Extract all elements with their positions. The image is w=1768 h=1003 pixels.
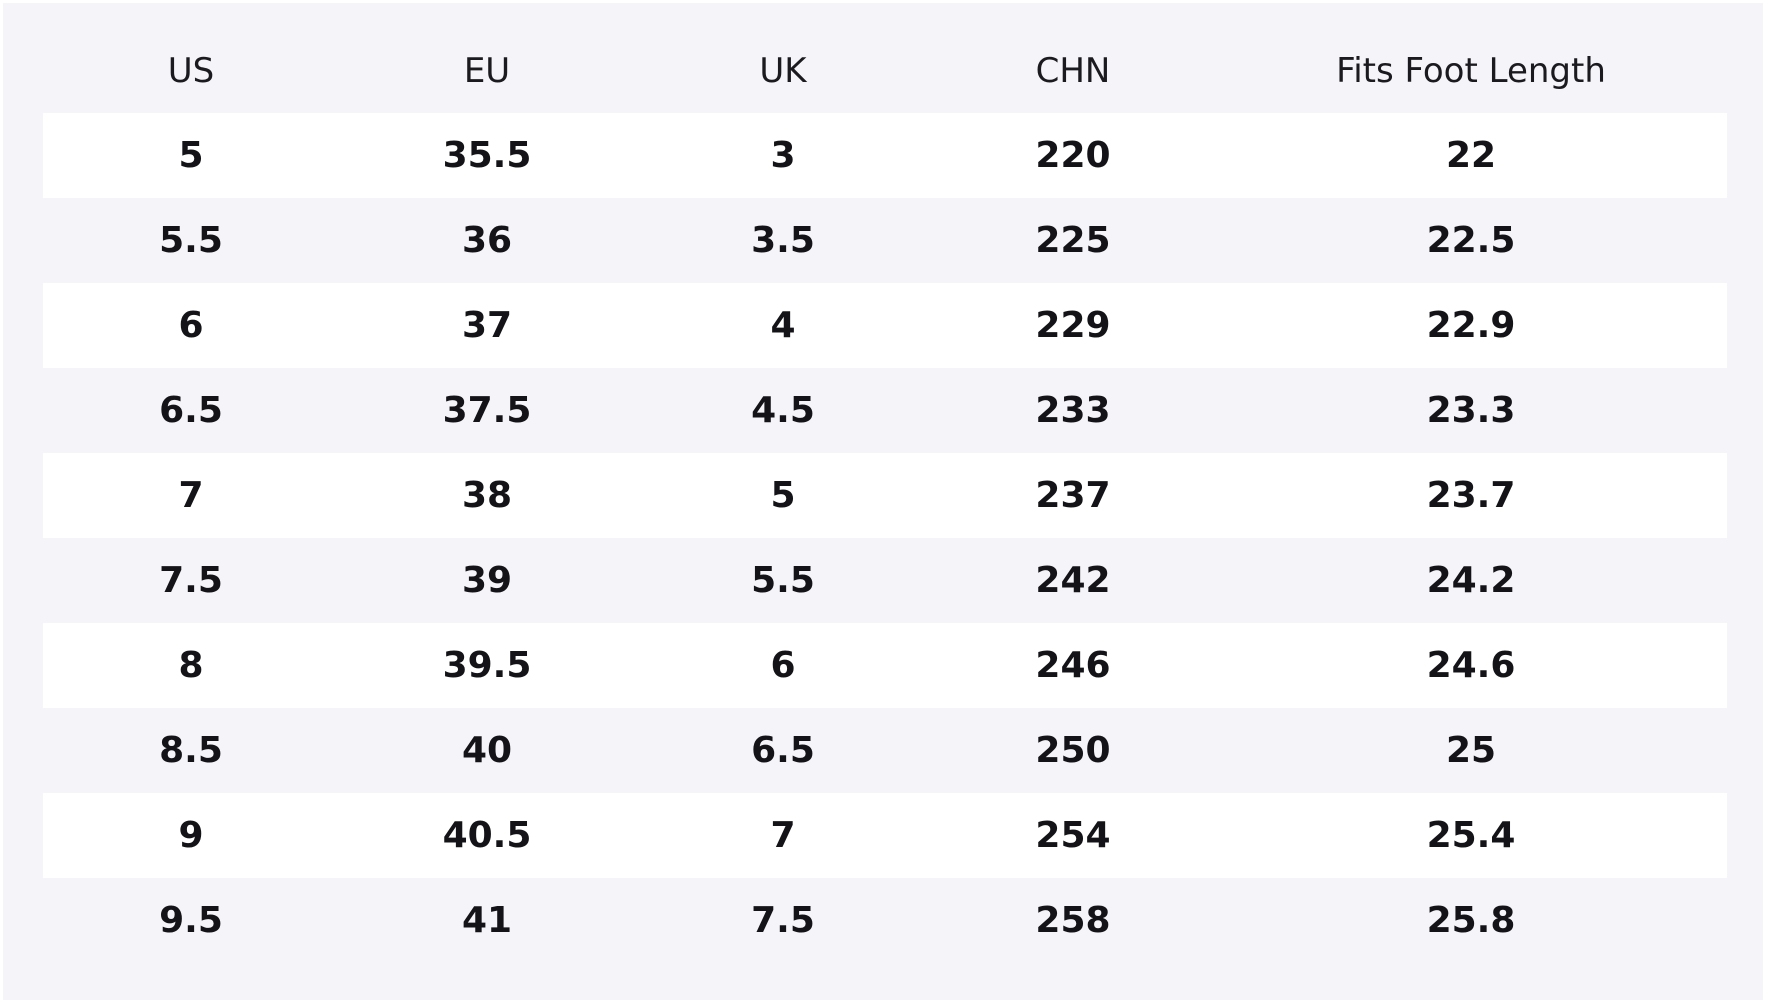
cell-us: 6 xyxy=(43,283,339,368)
header-us: US xyxy=(167,50,215,91)
cell-eu: 37.5 xyxy=(442,390,532,431)
size-chart-table: US EU UK CHN Fits Foot Length 5 35.5 3 220 2… xyxy=(43,28,1727,963)
table-row: 6 37 4 229 22.9 xyxy=(43,283,1727,368)
cell-uk: 5 xyxy=(635,453,931,538)
cell-us: 5.5 xyxy=(159,220,223,261)
cell-foot-length: 23.7 xyxy=(1215,453,1727,538)
table-row: 5.5 36 3.5 225 22.5 xyxy=(43,198,1727,283)
header-foot-length: Fits Foot Length xyxy=(1336,50,1606,91)
cell-eu: 40.5 xyxy=(339,793,635,878)
cell-foot-length: 25.8 xyxy=(1426,900,1516,941)
cell-chn: 225 xyxy=(1035,220,1111,261)
cell-us: 8.5 xyxy=(159,730,223,771)
cell-foot-length: 24.6 xyxy=(1215,623,1727,708)
cell-uk: 3.5 xyxy=(751,220,815,261)
cell-chn: 233 xyxy=(1035,390,1111,431)
table-row: 5 35.5 3 220 22 xyxy=(43,113,1727,198)
cell-uk: 7.5 xyxy=(751,900,815,941)
cell-uk: 7 xyxy=(635,793,931,878)
table-row: 7.5 39 5.5 242 24.2 xyxy=(43,538,1727,623)
cell-us: 5 xyxy=(43,113,339,198)
table-row: 7 38 5 237 23.7 xyxy=(43,453,1727,538)
cell-foot-length: 22 xyxy=(1215,113,1727,198)
header-uk: UK xyxy=(759,50,807,91)
cell-foot-length: 25.4 xyxy=(1215,793,1727,878)
cell-foot-length: 23.3 xyxy=(1426,390,1516,431)
cell-chn: 246 xyxy=(931,623,1215,708)
table-row: 9.5 41 7.5 258 25.8 xyxy=(43,878,1727,963)
table-row: 8.5 40 6.5 250 25 xyxy=(43,708,1727,793)
header-chn: CHN xyxy=(1035,50,1111,91)
cell-us: 6.5 xyxy=(159,390,223,431)
cell-uk: 6.5 xyxy=(751,730,815,771)
cell-foot-length: 22.9 xyxy=(1215,283,1727,368)
cell-foot-length: 25 xyxy=(1445,730,1497,771)
cell-uk: 4.5 xyxy=(751,390,815,431)
cell-eu: 39.5 xyxy=(339,623,635,708)
cell-eu: 38 xyxy=(339,453,635,538)
table-row: 8 39.5 6 246 24.6 xyxy=(43,623,1727,708)
cell-chn: 237 xyxy=(931,453,1215,538)
cell-eu: 37 xyxy=(339,283,635,368)
cell-uk: 4 xyxy=(635,283,931,368)
size-chart-panel: US EU UK CHN Fits Foot Length 5 35.5 3 220 2… xyxy=(3,3,1763,1000)
cell-us: 7.5 xyxy=(159,560,223,601)
cell-eu: 36 xyxy=(461,220,513,261)
cell-chn: 250 xyxy=(1035,730,1111,771)
cell-chn: 229 xyxy=(931,283,1215,368)
cell-us: 8 xyxy=(43,623,339,708)
cell-chn: 254 xyxy=(931,793,1215,878)
cell-uk: 5.5 xyxy=(751,560,815,601)
cell-eu: 35.5 xyxy=(339,113,635,198)
cell-us: 7 xyxy=(43,453,339,538)
cell-chn: 258 xyxy=(1035,900,1111,941)
table-body: 5 35.5 3 220 22 5.5 36 3.5 225 22.5 6 37 4 229 22.9 6.5… xyxy=(43,113,1727,963)
header-eu: EU xyxy=(463,50,511,91)
cell-eu: 39 xyxy=(461,560,513,601)
table-row: 6.5 37.5 4.5 233 23.3 xyxy=(43,368,1727,453)
cell-foot-length: 22.5 xyxy=(1426,220,1516,261)
cell-foot-length: 24.2 xyxy=(1426,560,1516,601)
cell-us: 9.5 xyxy=(159,900,223,941)
table-row: 9 40.5 7 254 25.4 xyxy=(43,793,1727,878)
cell-eu: 41 xyxy=(461,900,513,941)
cell-uk: 3 xyxy=(635,113,931,198)
cell-chn: 242 xyxy=(1035,560,1111,601)
cell-uk: 6 xyxy=(635,623,931,708)
cell-chn: 220 xyxy=(931,113,1215,198)
cell-us: 9 xyxy=(43,793,339,878)
cell-eu: 40 xyxy=(461,730,513,771)
header-row: US EU UK CHN Fits Foot Length xyxy=(43,28,1727,113)
table-header: US EU UK CHN Fits Foot Length xyxy=(43,28,1727,113)
